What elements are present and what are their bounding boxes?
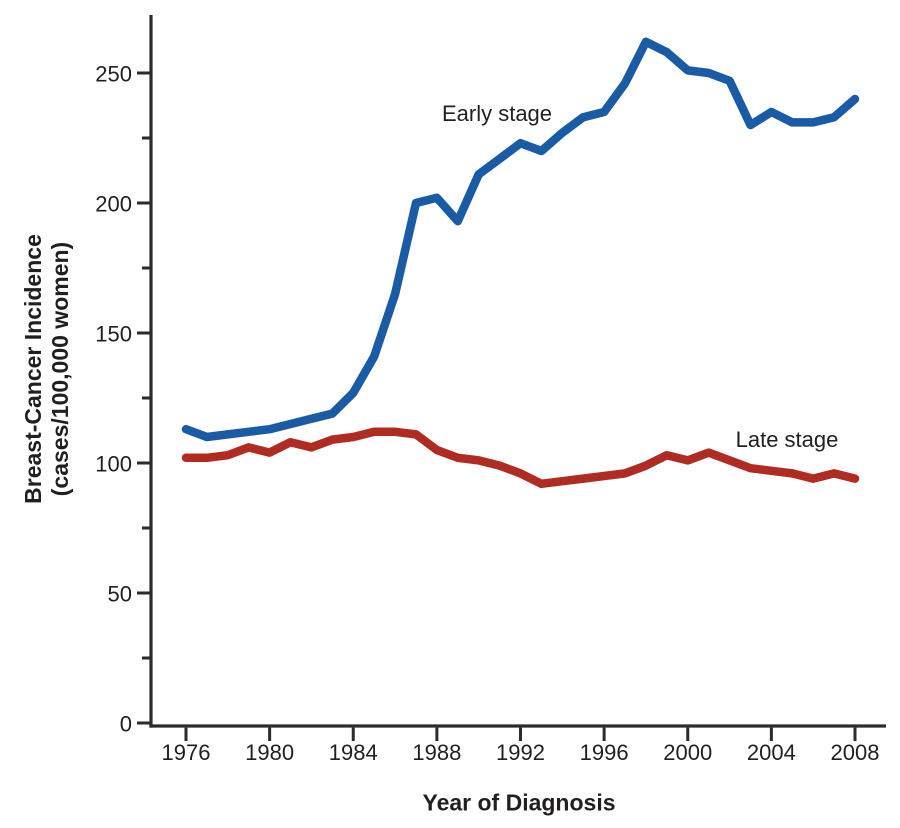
x-tick-label: 2008 <box>831 740 880 765</box>
x-tick-label: 1984 <box>329 740 378 765</box>
y-tick-label: 0 <box>120 712 132 737</box>
y-tick-label: 250 <box>95 62 132 87</box>
y-tick-label: 150 <box>95 322 132 347</box>
x-tick-label: 1976 <box>162 740 211 765</box>
late-stage-line <box>181 427 860 489</box>
x-tick-label: 1992 <box>496 740 545 765</box>
y-axis-title-line1: Breast-Cancer Incidence <box>20 234 46 504</box>
x-axis-title: Year of Diagnosis <box>422 789 616 816</box>
early-stage-line <box>181 37 860 442</box>
early-stage-label: Early stage <box>441 101 553 126</box>
y-tick-label: 200 <box>95 192 132 217</box>
y-axis-title: Breast-Cancer Incidence (cases/100,000 w… <box>20 234 74 504</box>
y-axis-title-line2: (cases/100,000 women) <box>47 241 73 497</box>
late-stage-label: Late stage <box>735 427 839 452</box>
x-tick-label: 2000 <box>663 740 712 765</box>
y-tick-label: 50 <box>108 582 132 607</box>
x-tick-label: 1988 <box>412 740 461 765</box>
x-tick-label: 1980 <box>245 740 294 765</box>
x-tick-label: 1996 <box>580 740 629 765</box>
y-tick-label: 100 <box>95 452 132 477</box>
x-tick-label: 2004 <box>747 740 796 765</box>
